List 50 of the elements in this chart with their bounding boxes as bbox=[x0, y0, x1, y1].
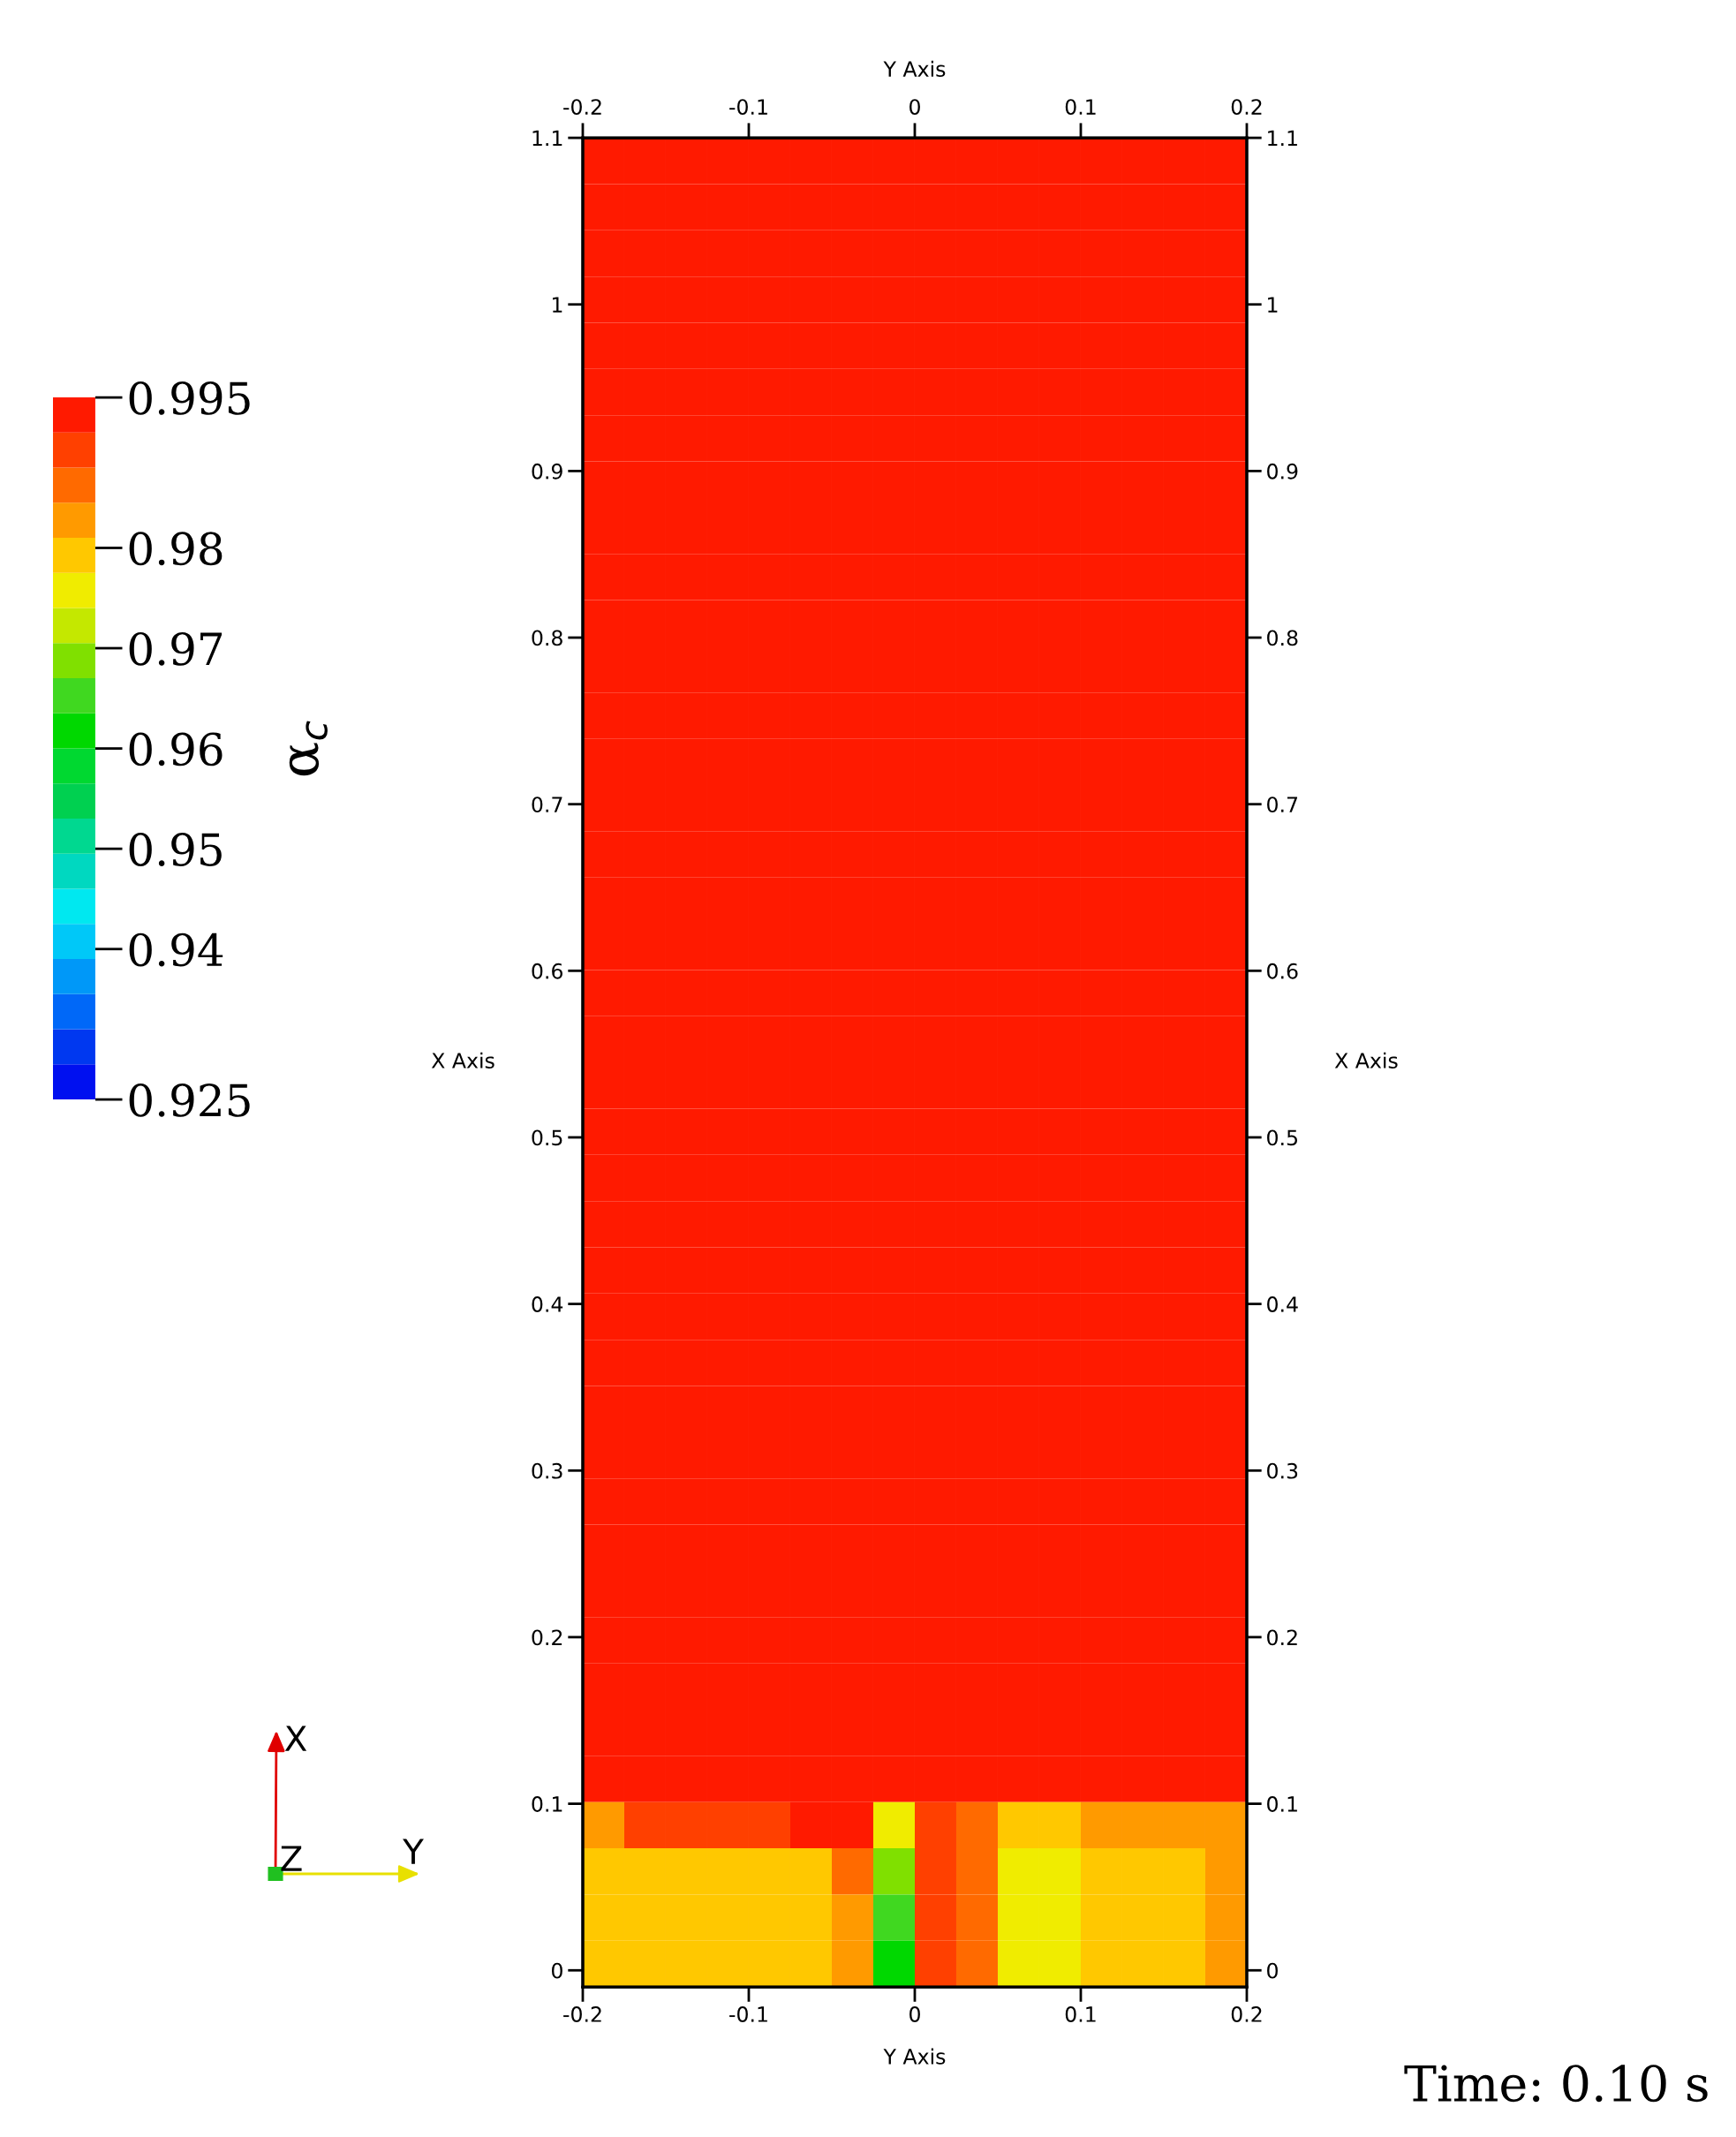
y-axis-title: X Axis bbox=[431, 1052, 494, 1068]
x2-tick-label: 0 bbox=[910, 2006, 920, 2022]
color-bar-title: α$_{c}$ bbox=[289, 721, 328, 776]
y2-tick-label: 0.1 bbox=[1267, 1796, 1297, 1812]
color-bar-label: 0.96 bbox=[129, 732, 223, 766]
text: Y bbox=[403, 1839, 424, 1864]
y2-tick-label: 0.6 bbox=[1267, 963, 1298, 979]
y-tick-label: 0.6 bbox=[532, 963, 562, 979]
y2-tick-label: 0.7 bbox=[1267, 797, 1298, 812]
y-tick-label: 0.5 bbox=[532, 1129, 562, 1146]
text: X bbox=[284, 1725, 307, 1751]
y-tick-label: 0.8 bbox=[532, 630, 562, 646]
x-tick-label: 0.1 bbox=[1065, 99, 1096, 115]
color-bar-label: 0.98 bbox=[129, 532, 223, 566]
text: Time: 0.10 s bbox=[1404, 2065, 1708, 2103]
text: Z bbox=[281, 1846, 302, 1871]
y-tick-label: 0.7 bbox=[532, 797, 562, 812]
color-bar-label: 0.95 bbox=[129, 833, 222, 866]
y-tick-label: 0 bbox=[551, 1962, 562, 1979]
y2-tick-label: 0.5 bbox=[1267, 1129, 1297, 1146]
x-tick-label: 0.2 bbox=[1231, 99, 1262, 115]
x-tick-label: -0.1 bbox=[729, 99, 767, 115]
y2-tick-label: 0.2 bbox=[1267, 1629, 1297, 1646]
y2-tick-label: 0.9 bbox=[1267, 463, 1298, 480]
x-axis-title: Y Axis bbox=[883, 2048, 946, 2065]
color-bar-label: 0.925 bbox=[129, 1083, 250, 1117]
x-tick-label: 0 bbox=[910, 99, 920, 115]
y-tick-label: 0.2 bbox=[532, 1629, 562, 1646]
color-bar-label: 0.97 bbox=[129, 631, 223, 666]
y2-tick-label: 1.1 bbox=[1268, 130, 1297, 147]
y-tick-label: 0.1 bbox=[532, 1796, 562, 1812]
y2-tick-label: 0.3 bbox=[1267, 1462, 1298, 1479]
x2-tick-label: 0.1 bbox=[1065, 2006, 1096, 2022]
color-bar-label: 0.995 bbox=[129, 381, 250, 415]
y-tick-label: 1.1 bbox=[532, 130, 562, 147]
y-tick-label: 0.4 bbox=[532, 1296, 563, 1312]
x2-axis-title: Y Axis bbox=[883, 60, 946, 78]
x2-tick-label: -0.1 bbox=[729, 2006, 767, 2022]
y2-tick-label: 0.4 bbox=[1267, 1296, 1298, 1312]
x-tick-label: -0.2 bbox=[563, 99, 601, 115]
x2-tick-label: 0.2 bbox=[1231, 2006, 1262, 2022]
y2-tick-label: 0.8 bbox=[1267, 630, 1298, 646]
y-tick-label: 1 bbox=[553, 297, 562, 313]
y-tick-label: 0.9 bbox=[532, 463, 562, 480]
y-tick-label: 0.3 bbox=[532, 1462, 562, 1479]
y2-tick-label: 1 bbox=[1268, 297, 1278, 313]
y2-tick-label: 0 bbox=[1267, 1962, 1278, 1979]
y2-axis-title: X Axis bbox=[1334, 1052, 1398, 1068]
color-bar-label: 0.94 bbox=[129, 933, 223, 967]
x2-tick-label: -0.2 bbox=[563, 2006, 601, 2022]
